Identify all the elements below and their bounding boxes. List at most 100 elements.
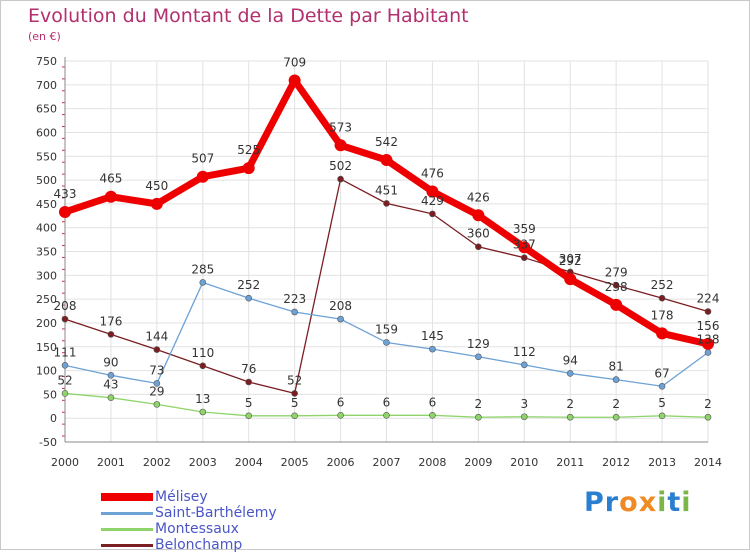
data-point-melisey xyxy=(564,273,577,286)
data-point-belonchamp xyxy=(383,200,390,207)
y-tick-label: 100 xyxy=(36,365,57,378)
data-label-montessaux: 5 xyxy=(291,396,299,410)
data-label-montessaux: 43 xyxy=(103,378,118,392)
y-tick-label: 350 xyxy=(36,246,57,259)
data-label-montessaux: 29 xyxy=(149,384,164,398)
x-tick-label: 2002 xyxy=(143,456,171,469)
x-tick-label: 2008 xyxy=(418,456,446,469)
data-label-saint-barthelemy: 252 xyxy=(237,278,260,292)
data-point-montessaux xyxy=(337,412,344,419)
data-label-belonchamp: 360 xyxy=(467,227,490,241)
data-point-saint-barthelemy xyxy=(475,353,482,361)
x-tick-label: 2013 xyxy=(648,456,676,469)
data-point-belonchamp xyxy=(107,331,115,338)
data-label-saint-barthelemy: 129 xyxy=(467,337,490,351)
data-point-montessaux xyxy=(475,413,482,421)
data-point-saint-barthelemy xyxy=(383,339,390,346)
x-tick-label: 2011 xyxy=(556,456,584,469)
data-point-montessaux xyxy=(658,412,666,420)
data-label-saint-barthelemy: 138 xyxy=(697,332,720,346)
data-point-melisey xyxy=(656,327,669,340)
data-label-montessaux: 6 xyxy=(337,395,345,409)
logo-letter: o xyxy=(619,487,639,518)
data-point-saint-barthelemy xyxy=(61,362,69,369)
y-tick-label: 750 xyxy=(36,55,57,68)
data-label-montessaux: 52 xyxy=(57,373,72,387)
data-point-belonchamp xyxy=(153,346,161,353)
data-label-montessaux: 5 xyxy=(245,396,253,410)
data-label-saint-barthelemy: 90 xyxy=(103,355,118,369)
y-tick-label: 500 xyxy=(36,174,57,187)
y-tick-label: 0 xyxy=(50,412,57,425)
data-point-melisey xyxy=(150,197,163,210)
proxiti-logo: Proxiti xyxy=(584,487,692,518)
data-label-montessaux: 2 xyxy=(566,397,574,411)
data-point-saint-barthelemy xyxy=(612,376,620,383)
data-point-melisey xyxy=(702,337,714,350)
data-label-belonchamp: 110 xyxy=(191,346,214,360)
x-tick-label: 2001 xyxy=(97,456,125,469)
legend-item-saint-barthelemy: Saint-Barthélemy xyxy=(101,505,277,521)
x-tick-label: 2006 xyxy=(327,456,355,469)
data-point-melisey xyxy=(334,139,347,152)
logo-letter: t xyxy=(667,487,682,518)
data-point-melisey xyxy=(426,185,439,198)
x-tick-label: 2010 xyxy=(510,456,538,469)
legend-label-saint-barthelemy: Saint-Barthélemy xyxy=(155,505,277,521)
logo-letter: r xyxy=(604,487,620,518)
data-label-montessaux: 2 xyxy=(704,397,712,411)
data-point-montessaux xyxy=(383,412,390,419)
data-point-saint-barthelemy xyxy=(107,372,115,379)
data-point-montessaux xyxy=(153,401,161,408)
legend-swatch-saint-barthelemy xyxy=(101,511,153,515)
data-label-belonchamp: 52 xyxy=(287,373,302,387)
y-tick-label: 300 xyxy=(36,269,57,282)
logo-letter: x xyxy=(638,487,658,518)
legend-item-montessaux: Montessaux xyxy=(101,521,277,537)
data-label-melisey: 573 xyxy=(329,120,352,134)
data-point-saint-barthelemy xyxy=(199,279,207,286)
y-tick-label: 250 xyxy=(36,293,57,306)
data-point-saint-barthelemy xyxy=(704,349,712,356)
data-label-melisey: 476 xyxy=(421,166,444,180)
data-label-belonchamp: 252 xyxy=(651,278,674,292)
data-point-melisey xyxy=(610,298,623,311)
data-label-montessaux: 3 xyxy=(520,397,528,411)
data-point-montessaux xyxy=(704,413,712,421)
data-label-montessaux: 5 xyxy=(658,396,666,410)
data-point-saint-barthelemy xyxy=(153,380,161,387)
legend-label-belonchamp: Belonchamp xyxy=(155,537,243,553)
data-point-belonchamp xyxy=(199,362,207,370)
data-point-montessaux xyxy=(199,408,207,416)
data-label-melisey: 238 xyxy=(605,280,628,294)
y-tick-label: -50 xyxy=(39,436,57,449)
x-tick-label: 2003 xyxy=(189,456,217,469)
chart-title: Evolution du Montant de la Dette par Hab… xyxy=(28,5,469,27)
legend-label-montessaux: Montessaux xyxy=(155,521,239,537)
data-point-belonchamp xyxy=(245,378,253,386)
data-point-montessaux xyxy=(291,412,298,420)
data-point-belonchamp xyxy=(337,175,344,183)
data-label-montessaux: 6 xyxy=(429,395,437,409)
data-label-belonchamp: 144 xyxy=(145,330,168,344)
data-point-belonchamp xyxy=(612,282,620,289)
x-tick-label: 2005 xyxy=(281,456,309,469)
data-point-montessaux xyxy=(520,413,528,421)
legend-swatch-belonchamp xyxy=(101,543,153,547)
data-label-melisey: 178 xyxy=(651,308,674,322)
data-point-saint-barthelemy xyxy=(520,361,528,369)
y-tick-label: 50 xyxy=(43,388,57,401)
data-point-saint-barthelemy xyxy=(291,308,298,316)
data-point-montessaux xyxy=(61,390,69,397)
data-label-montessaux: 13 xyxy=(195,392,210,406)
data-label-belonchamp: 208 xyxy=(54,299,77,313)
legend-item-melisey: Mélisey xyxy=(101,489,277,505)
data-label-montessaux: 6 xyxy=(383,395,391,409)
data-label-melisey: 465 xyxy=(99,172,122,186)
data-label-belonchamp: 76 xyxy=(241,362,256,376)
data-label-melisey: 426 xyxy=(467,190,490,204)
data-label-saint-barthelemy: 285 xyxy=(191,262,214,276)
x-tick-label: 2007 xyxy=(373,456,401,469)
